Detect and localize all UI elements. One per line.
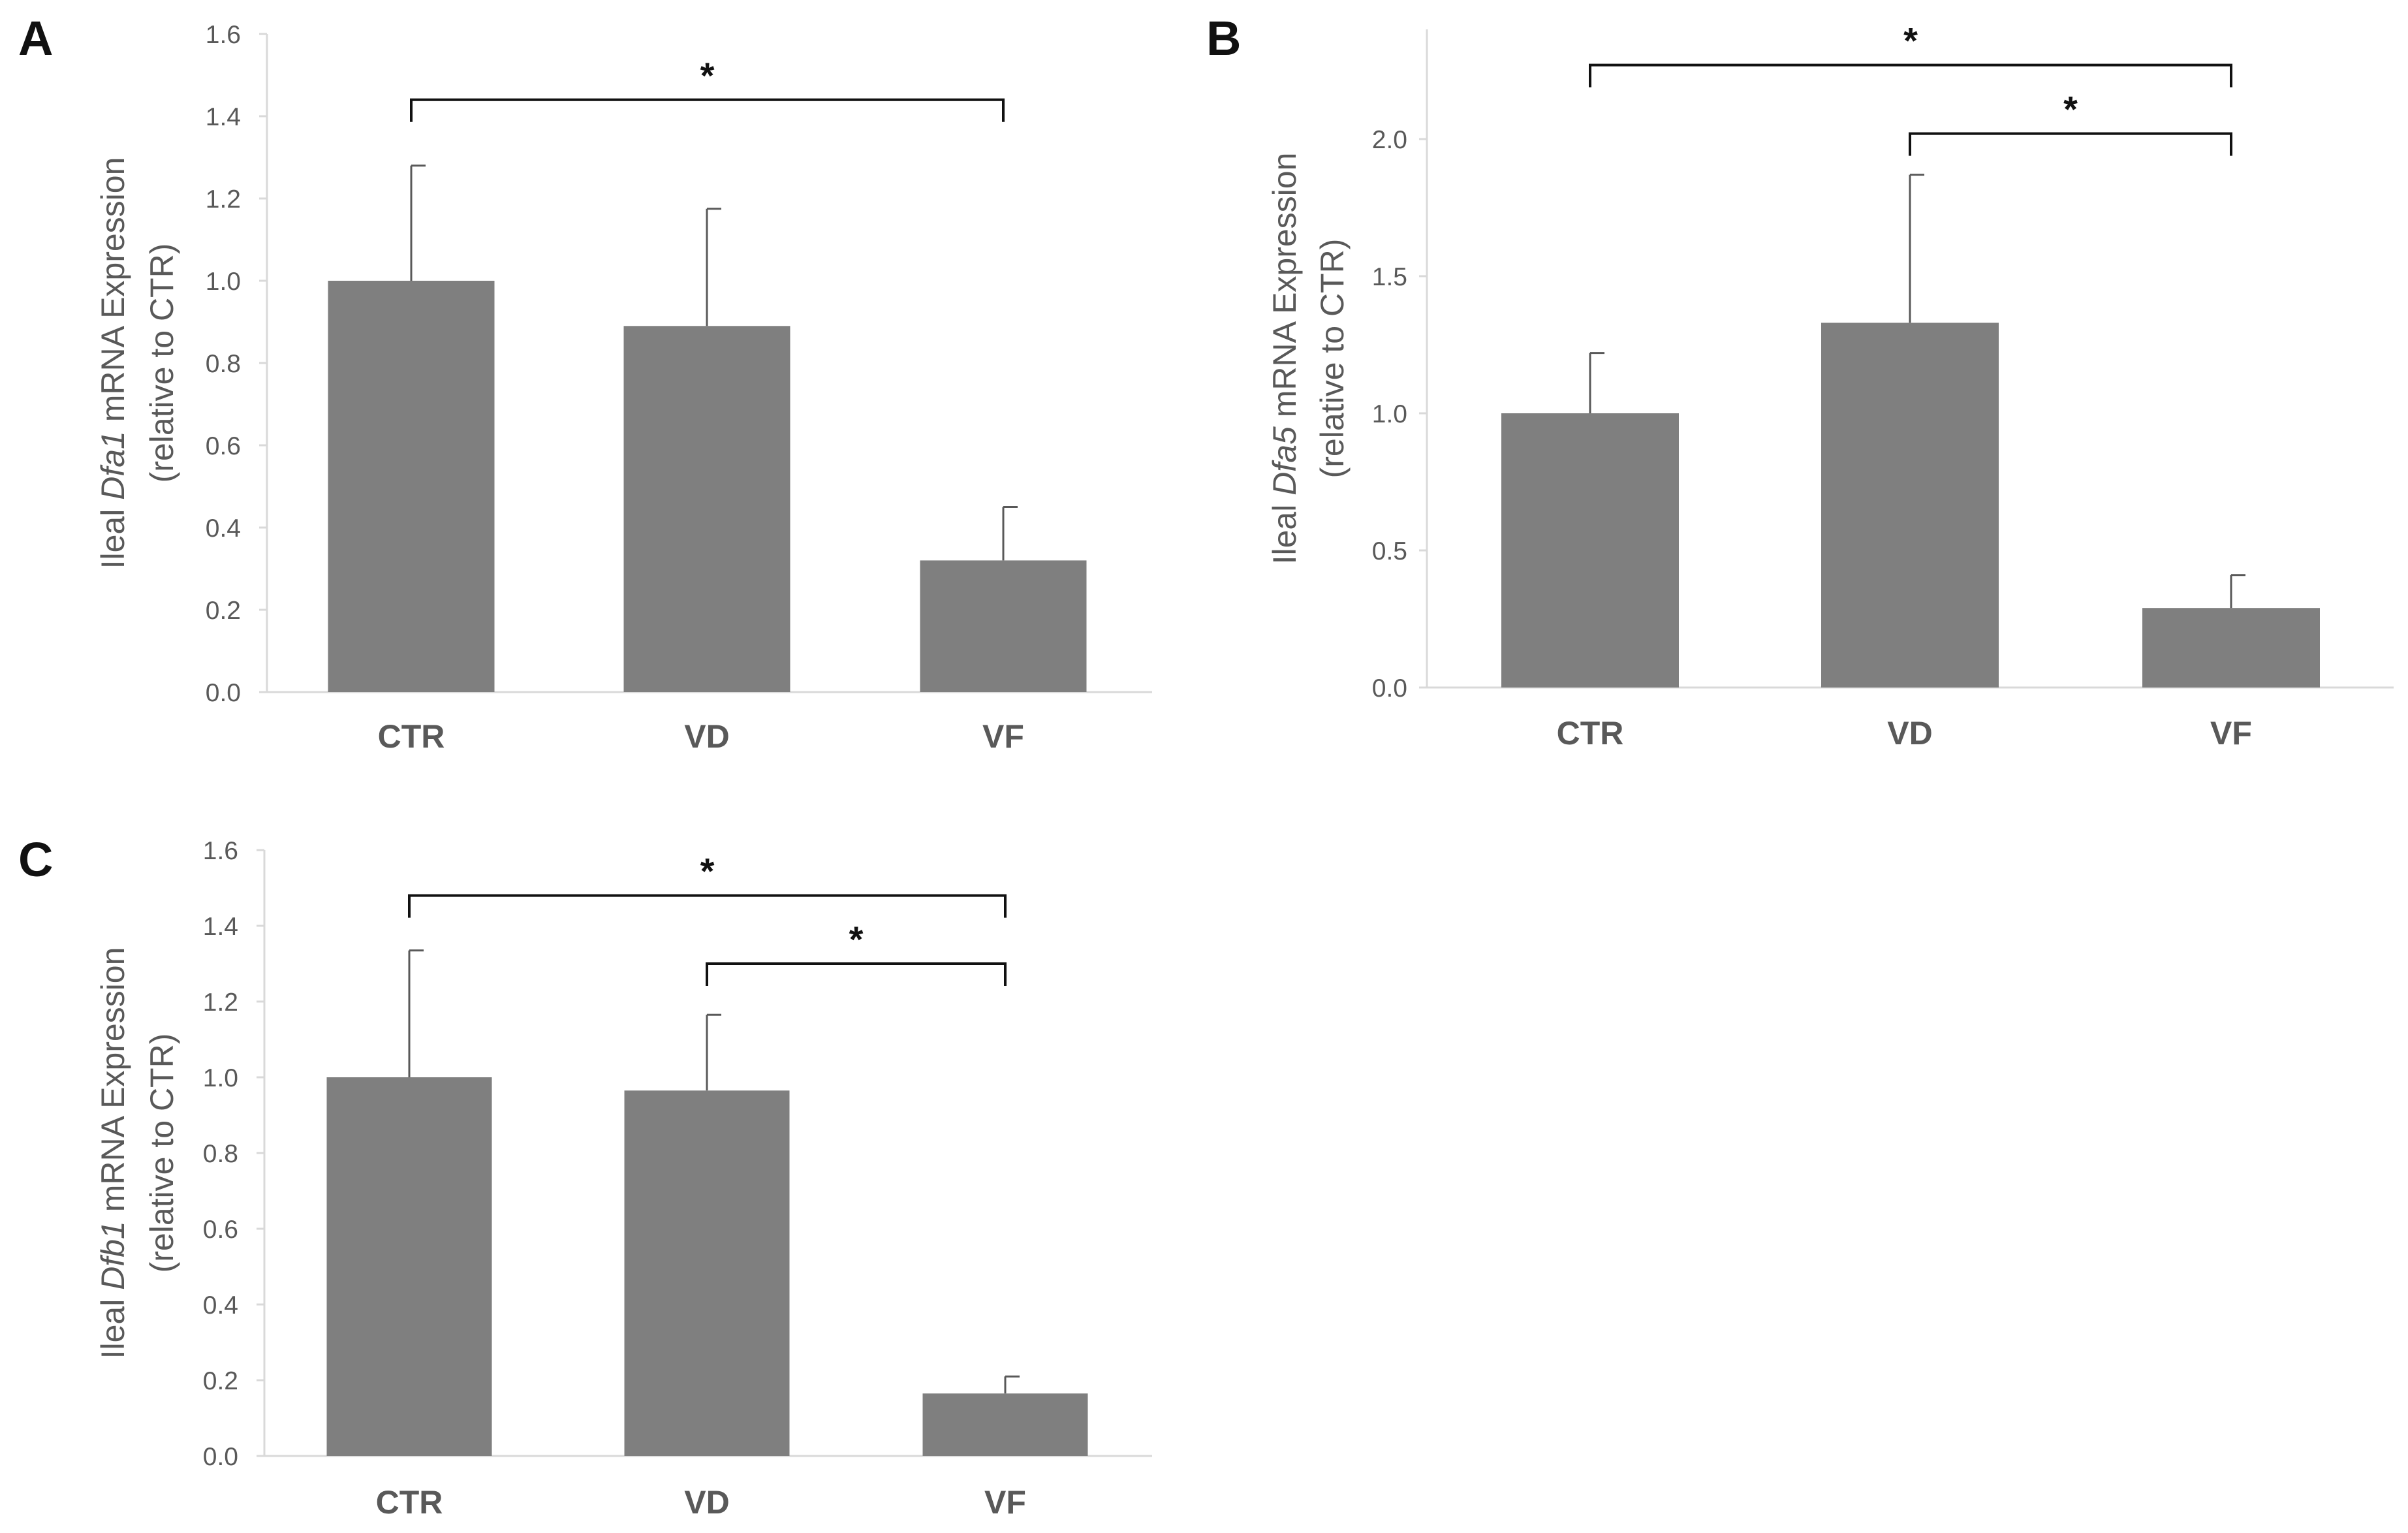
y-axis-label-suffix: mRNA Expression xyxy=(95,947,131,1222)
y-tick-label: 0.2 xyxy=(203,1367,238,1395)
y-tick-label: 0.6 xyxy=(203,1216,238,1244)
y-tick-label: 0.0 xyxy=(1372,674,1407,703)
category-label: CTR xyxy=(1557,715,1624,751)
y-tick-label: 0.8 xyxy=(203,1140,238,1168)
bar-ctr xyxy=(326,1077,492,1456)
category-label: CTR xyxy=(378,718,445,755)
y-axis-label-line2: (relative to CTR) xyxy=(144,244,180,483)
bar-vf xyxy=(2142,608,2320,687)
bar-vf xyxy=(922,1393,1088,1456)
y-tick-label: 1.2 xyxy=(203,988,238,1017)
panel-a: A 0.0 0.2 0.4 0.6 0.8 1.0 1.2 1.4 1.6 CTR VD VF * Ilea… xyxy=(18,11,1152,755)
category-label: VF xyxy=(982,718,1024,755)
y-tick-label: 0.0 xyxy=(206,679,241,707)
bar-ctr xyxy=(1501,413,1679,687)
category-label: CTR xyxy=(376,1484,443,1521)
significance-bracket xyxy=(408,894,1007,918)
bar-vf xyxy=(920,560,1087,692)
y-tick-label: 0.4 xyxy=(206,514,241,543)
category-label: VD xyxy=(1887,715,1932,751)
significance-bracket xyxy=(410,98,1005,122)
y-tick-label: 1.5 xyxy=(1372,263,1407,291)
bar-ctr xyxy=(328,281,495,692)
category-label: VD xyxy=(684,718,729,755)
y-tick-label: 1.0 xyxy=(1372,400,1407,428)
y-tick-label: 0.6 xyxy=(206,432,241,460)
y-axis-label-gene: Dfa5 xyxy=(1266,426,1303,496)
y-tick-label: 1.4 xyxy=(206,103,241,131)
significance-star: * xyxy=(849,919,864,960)
y-tick-label: 1.2 xyxy=(206,185,241,213)
significance-bracket xyxy=(1589,63,2232,87)
y-tick-label: 0.5 xyxy=(1372,537,1407,565)
y-tick-label: 1.0 xyxy=(206,268,241,296)
y-axis-label-line2: (relative to CTR) xyxy=(144,1034,180,1273)
y-axis-label-suffix: mRNA Expression xyxy=(95,157,131,432)
y-axis-label-prefix: Ileal xyxy=(95,1290,131,1359)
panel-letter: A xyxy=(18,11,53,65)
category-label: VD xyxy=(684,1484,729,1521)
bar-vd xyxy=(624,1090,790,1456)
y-tick-label: 1.0 xyxy=(203,1064,238,1092)
panel-c: C 0.0 0.2 0.4 0.6 0.8 1.0 1.2 1.4 1.6 CTR VD VF * * Ile… xyxy=(18,832,1152,1521)
y-tick-label: 1.6 xyxy=(203,837,238,865)
significance-star: * xyxy=(700,55,715,96)
significance-bracket xyxy=(1909,132,2232,156)
y-tick-label: 0.8 xyxy=(206,350,241,378)
y-axis-label-gene: Dfa1 xyxy=(95,431,131,500)
y-axis-label: Ileal Dfa5 mRNA Expression xyxy=(1266,153,1303,565)
significance-star: * xyxy=(2063,89,2078,130)
y-tick-label: 1.4 xyxy=(203,913,238,941)
y-axis-label: Ileal Dfa1 mRNA Expression xyxy=(95,157,131,569)
y-tick-label: 0.0 xyxy=(203,1443,238,1471)
panel-b: B 0.0 0.5 1.0 1.5 2.0 CTR VD VF * * Ileal Dfa5 mRNA… xyxy=(1206,11,2394,751)
significance-star: * xyxy=(700,851,715,892)
y-tick-label: 2.0 xyxy=(1372,126,1407,154)
y-axis-label-gene: Dfb1 xyxy=(95,1221,131,1290)
y-tick-label: 0.2 xyxy=(206,597,241,625)
significance-star: * xyxy=(1903,20,1918,61)
y-tick-label: 0.4 xyxy=(203,1291,238,1320)
category-label: VF xyxy=(984,1484,1026,1521)
significance-bracket xyxy=(706,962,1007,986)
panel-letter: C xyxy=(18,832,53,887)
y-tick-label: 1.6 xyxy=(206,21,241,49)
y-axis-label: Ileal Dfb1 mRNA Expression xyxy=(95,947,131,1359)
y-axis-label-prefix: Ileal xyxy=(1266,496,1303,565)
y-axis-label-suffix: mRNA Expression xyxy=(1266,153,1303,427)
bar-vd xyxy=(623,326,790,692)
panel-letter: B xyxy=(1206,11,1241,65)
category-label: VF xyxy=(2210,715,2252,751)
y-axis-label-prefix: Ileal xyxy=(95,500,131,569)
bar-vd xyxy=(1821,323,1999,687)
y-axis-label-line2: (relative to CTR) xyxy=(1314,239,1351,479)
